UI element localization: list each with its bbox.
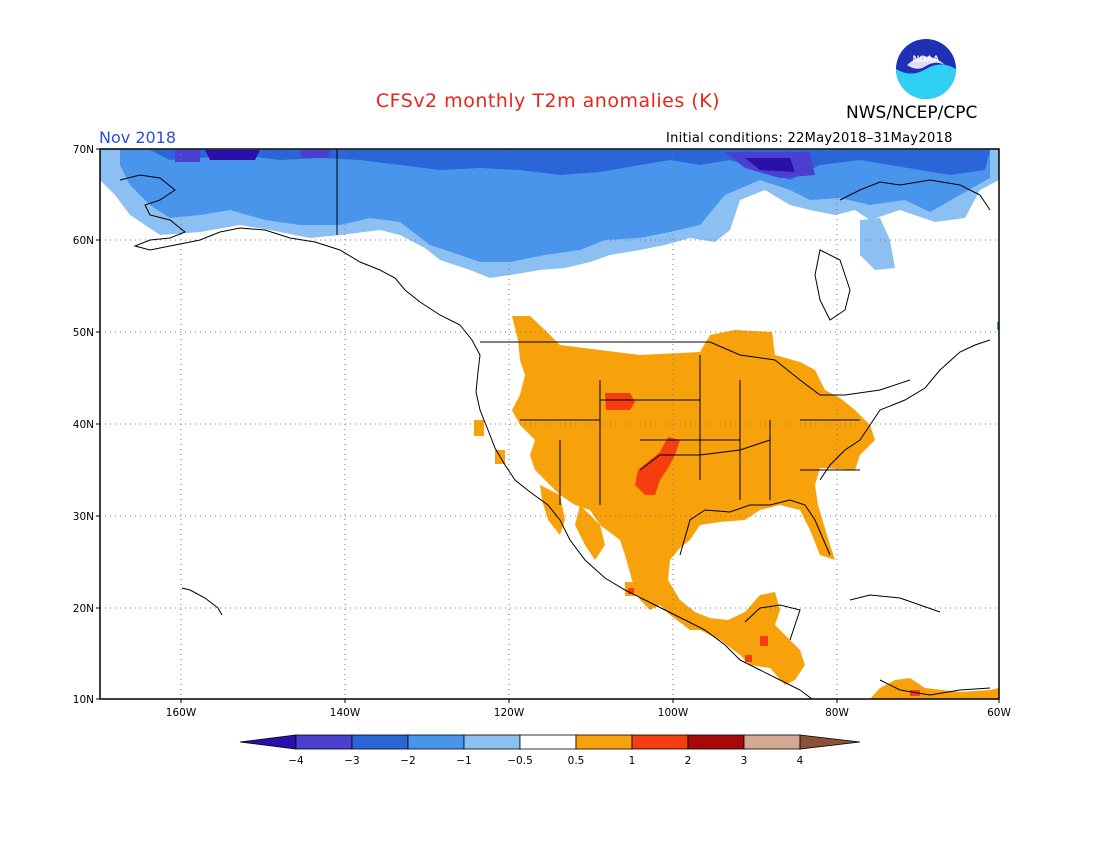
colorbar-label: 0.5 xyxy=(568,755,585,767)
chart-title: CFSv2 monthly T2m anomalies (K) xyxy=(375,90,721,112)
lat-label-50n: 50N xyxy=(73,327,94,339)
colorbar-label: −0.5 xyxy=(507,755,533,767)
lat-label-70n: 70N xyxy=(73,144,94,156)
lon-label-80w: 80W xyxy=(825,707,849,719)
lon-label-60w: 60W xyxy=(987,707,1011,719)
agency-label: NWS/NCEP/CPC xyxy=(846,103,978,123)
lon-label-160w: 160W xyxy=(166,707,197,719)
colorbar-swatch-plus2 xyxy=(687,734,745,750)
colorbar-swatch-minus1 xyxy=(407,734,465,750)
lon-label-140w: 140W xyxy=(330,707,361,719)
colorbar-swatch-minus05 xyxy=(463,734,521,750)
lon-label-100w: 100W xyxy=(658,707,689,719)
lon-label-120w: 120W xyxy=(494,707,525,719)
colorbar-label: −1 xyxy=(456,755,471,767)
lat-label-40n: 40N xyxy=(73,419,94,431)
noaa-logo-icon: NOAA xyxy=(896,39,956,99)
map-gridlines xyxy=(100,149,999,699)
colorbar-label: 3 xyxy=(741,755,748,767)
colorbar-swatch-minus2 xyxy=(351,734,409,750)
colorbar-label: −4 xyxy=(288,755,304,767)
colorbar-label: −2 xyxy=(400,755,415,767)
colorbar-label: 2 xyxy=(685,755,692,767)
lat-label-20n: 20N xyxy=(73,603,94,615)
lat-label-10n: 10N xyxy=(73,694,94,706)
lat-label-60n: 60N xyxy=(73,235,94,247)
axis-ticks xyxy=(96,148,1000,703)
colorbar-swatch-plus3 xyxy=(743,734,801,750)
coastlines xyxy=(119,149,991,700)
colorbar: −4 −3 −2 −1 −0.5 0.5 1 2 3 4 xyxy=(239,734,861,767)
colorbar-swatch-plus1 xyxy=(631,734,689,750)
colorbar-swatch-neutral xyxy=(519,734,577,750)
colorbar-swatch-plus05 xyxy=(575,734,633,750)
noaa-logo-text: NOAA xyxy=(913,54,940,64)
colorbar-arrow-high xyxy=(799,734,861,750)
initial-conditions: Initial conditions: 22May2018–31May2018 xyxy=(666,131,953,146)
colorbar-swatch-minus3 xyxy=(295,734,353,750)
colorbar-label: −3 xyxy=(344,755,359,767)
colorbar-label: 1 xyxy=(629,755,636,767)
colorbar-label: 4 xyxy=(797,755,804,767)
lat-label-30n: 30N xyxy=(73,511,94,523)
forecast-month: Nov 2018 xyxy=(99,128,177,147)
colorbar-arrow-low xyxy=(239,734,297,750)
